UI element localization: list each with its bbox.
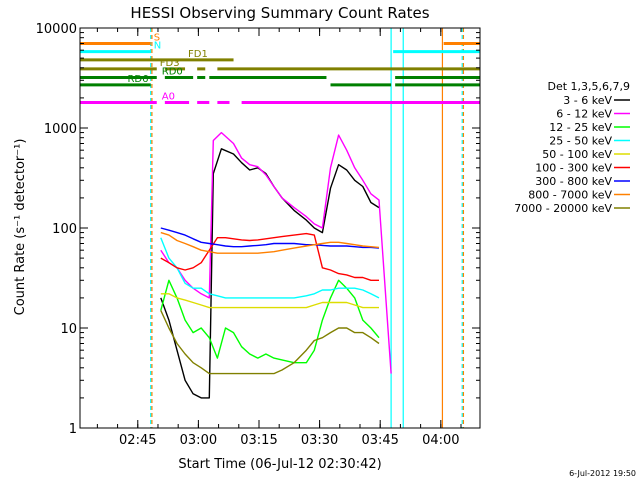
legend-entry-label-8: 7000 - 20000 keV [514,202,612,215]
y-axis-label: Count Rate (s⁻¹ detector⁻¹) [13,139,28,316]
x-tick-label-2: 03:15 [240,433,277,448]
flag-label-n: N [154,41,161,52]
flag-label-fd3: FD3 [160,58,180,69]
x-tick-label-1: 03:00 [180,433,217,448]
legend-entry-label-2: 12 - 25 keV [549,121,612,134]
series-line-7 [160,231,380,254]
flag-label-rd6: RD6 [127,74,148,85]
plot-frame [79,27,481,429]
timestamp: 6-Jul-2012 19:50 [569,469,636,478]
y-tick-label-1: 10 [60,322,77,337]
legend-entry-label-4: 50 - 100 keV [542,148,612,161]
y-tick-label-3: 1000 [44,122,77,137]
flag-label-s: S [154,32,160,43]
series-line-2 [160,279,380,364]
series-line-5 [160,232,379,281]
series-line-0 [160,148,380,399]
flag-label-fd1: FD1 [188,49,208,60]
y-tick-label-2: 100 [52,222,77,237]
legend-entry-label-7: 800 - 7000 keV [528,189,612,202]
series-line-3 [160,237,380,299]
x-tick-label-3: 03:30 [301,433,338,448]
legend-entry-label-0: 3 - 6 keV [563,94,612,107]
x-tick-label-5: 04:00 [422,433,459,448]
legend-title: Det 1,3,5,6,7,9 [547,80,630,93]
series-line-8 [160,310,380,375]
legend-entry-label-6: 300 - 800 keV [535,175,612,188]
y-tick-label-0: 1 [69,422,77,437]
legend-entry-label-3: 25 - 50 keV [549,135,612,148]
legend-entry-label-1: 6 - 12 keV [556,108,612,121]
x-axis-label: Start Time (06-Jul-12 02:30:42) [178,457,381,472]
y-tick-label-4: 10000 [36,22,77,37]
series-line-1 [160,131,392,374]
legend-entry-label-5: 100 - 300 keV [535,162,612,175]
flag-label-rd0: RD0 [162,66,183,77]
series-line-4 [160,293,379,309]
x-tick-label-0: 02:45 [119,433,156,448]
series-line-6 [160,227,380,249]
chart-title: HESSI Observing Summary Count Rates [130,4,429,22]
flag-label-a0: A0 [162,91,175,102]
x-tick-label-4: 03:45 [361,433,398,448]
